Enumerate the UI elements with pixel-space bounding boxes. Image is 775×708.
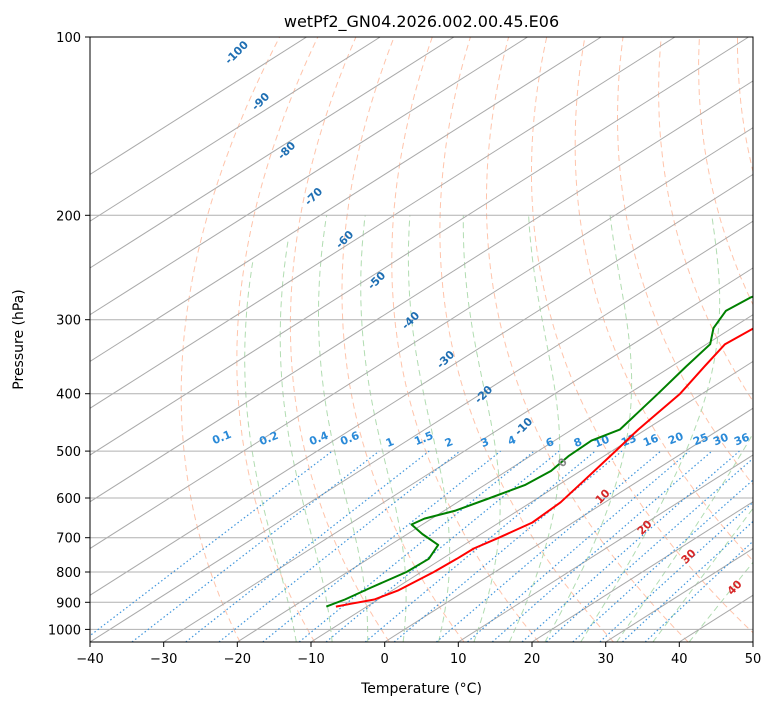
plot-content: 0.1 0.2 0.4 0.6 1 1.5 2 3 4 6 8 10 13 16 20 25 30 36-100-…: [90, 37, 753, 642]
isotherm-line: [237, 314, 753, 642]
isotherm-line: [90, 37, 528, 316]
moist-adiabat-line: [407, 215, 451, 642]
dry-adiabat-line: [289, 37, 390, 642]
dry-adiabat-line: [341, 37, 465, 642]
x-axis-label: Temperature (°C): [360, 681, 482, 697]
mixing-ratio-label: 16: [641, 432, 660, 450]
isotherm-line: [752, 641, 753, 642]
x-tick-label: 30: [597, 652, 614, 667]
mixing-ratio-label: 10: [592, 433, 611, 451]
isotherm-line: [90, 37, 455, 269]
x-tick-label: 10: [450, 652, 467, 667]
x-tick-label: 20: [524, 652, 541, 667]
mixing-ratio-label: 1: [384, 435, 396, 450]
chart-title: wetPf2_GN04.2026.002.00.45.E06: [284, 12, 559, 32]
moist-adiabat-line: [544, 215, 633, 642]
mixing-ratio-label: 3: [479, 435, 491, 450]
mixing-ratio-line: [131, 450, 380, 642]
moist-adiabat-line: [244, 262, 297, 642]
mixing-ratio-line: [545, 457, 753, 642]
x-tick-label: −20: [224, 652, 251, 667]
moist-adiabat-line: [508, 215, 561, 642]
isotherm-line: [90, 37, 381, 222]
dry-adiabat-line: [180, 37, 281, 642]
y-tick-label: 600: [56, 492, 81, 507]
y-axis-label: Pressure (hPa): [11, 289, 27, 389]
temperature-profile-line: [335, 327, 753, 608]
isotherm-line: [384, 407, 753, 642]
mixing-ratio-label: 13: [619, 432, 638, 450]
dry-adiabat-line: [391, 37, 540, 642]
x-tick-label: 40: [671, 652, 688, 667]
y-tick-label: 100: [56, 31, 81, 46]
y-tick-label: 400: [56, 388, 81, 403]
y-tick-label: 700: [56, 532, 81, 547]
moist-adiabat-line: [462, 215, 501, 642]
mixing-ratio-label: 20: [666, 430, 685, 448]
mixing-ratio-line: [436, 450, 662, 642]
mixing-ratio-line: [262, 450, 501, 642]
mixing-ratio-line: [90, 450, 333, 637]
x-tick-label: −30: [150, 652, 177, 667]
y-tick-label: 500: [56, 445, 81, 460]
plot-area: [90, 37, 753, 642]
isotherm-line: [90, 37, 307, 176]
isotherm-line: [90, 127, 753, 550]
y-tick-label: 300: [56, 314, 81, 329]
y-tick-label: 800: [56, 566, 81, 581]
y-tick-label: 200: [56, 209, 81, 224]
isotherm-line: [90, 80, 753, 503]
isotherm-line: [90, 37, 749, 456]
mixing-ratio-label: 25: [691, 431, 710, 449]
mixing-ratio-line: [218, 450, 461, 642]
mixing-ratio-line: [572, 479, 753, 642]
moist-adiabat-line: [279, 239, 333, 642]
x-tick-label: 50: [745, 652, 762, 667]
moist-adiabat-line: [616, 432, 753, 642]
mixing-ratio-label: 8: [572, 435, 584, 450]
mixing-ratio-line: [364, 450, 596, 642]
y-tick-label: 1000: [48, 623, 81, 638]
y-tick-label: 900: [56, 596, 81, 611]
dry-adiabat-line: [236, 37, 319, 642]
dewpoint-profile-line: [325, 295, 753, 608]
isotherm-line: [90, 220, 753, 642]
mixing-ratio-line: [491, 450, 713, 642]
x-tick-label: 0: [381, 652, 389, 667]
plot-frame: [89, 36, 754, 643]
mixing-ratio-label: 36: [732, 431, 751, 449]
isotherm-line: [458, 454, 753, 642]
moist-adiabat-line: [360, 215, 407, 642]
isotherm-line: [90, 173, 753, 596]
isotherm-line: [531, 501, 753, 642]
x-tick-label: −40: [76, 652, 103, 667]
moist-adiabat-line: [318, 215, 369, 642]
isotherm-line: [163, 267, 753, 642]
isotherm-line: [90, 37, 676, 409]
mixing-ratio-line: [325, 450, 560, 642]
dry-adiabat-line: [574, 37, 753, 562]
isotherm-line: [310, 360, 753, 642]
dry-adiabat-line: [658, 37, 753, 403]
isotherm-line: [90, 37, 602, 363]
mixing-ratio-line: [298, 450, 535, 642]
x-tick-label: −10: [297, 652, 324, 667]
mixing-ratio-label: 2: [443, 435, 455, 450]
mixing-ratio-label: 30: [711, 431, 730, 449]
dry-adiabat-line: [439, 37, 614, 642]
axes: −40 −30 −20 −10 0 10 20 30 40 50 100 200 300 400 500 60…: [48, 31, 761, 667]
